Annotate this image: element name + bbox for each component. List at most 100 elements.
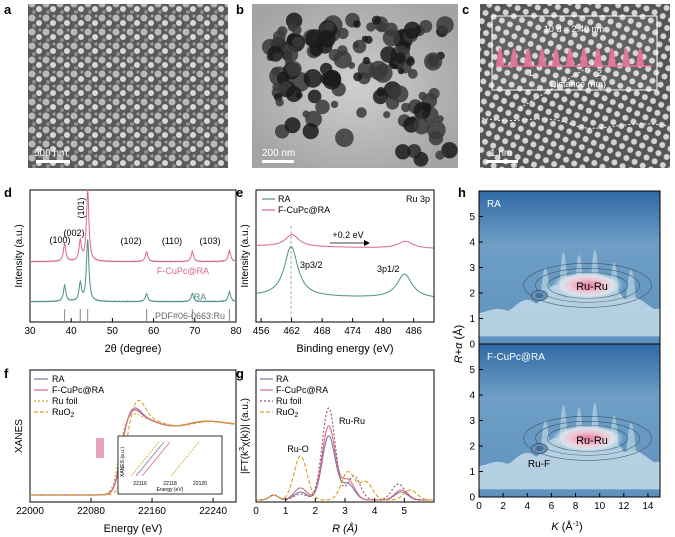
inset-tick-3: 22120 [193, 481, 207, 487]
y-axis-label: Intensity (a.u.) [240, 224, 251, 287]
tem-particle [397, 67, 405, 75]
tem-particle [330, 100, 339, 109]
tem-particle [275, 98, 284, 107]
sem-image [28, 4, 228, 168]
tem-particle [428, 130, 444, 146]
tem-particle [318, 30, 336, 48]
inset-line [135, 441, 165, 477]
tem-particle [352, 39, 367, 54]
d-x-tick-label: 30 [24, 326, 36, 337]
map-label-f-cupc: F-CuPc@RA [487, 352, 545, 363]
tem-particle [337, 27, 349, 40]
tem-particle [368, 60, 389, 81]
tem-particle [395, 144, 411, 160]
map-hotspot [551, 424, 624, 453]
legend-f-cupc: F-CuPc@RA [276, 385, 328, 395]
e-x-tick-label: 456 [253, 326, 270, 337]
element-label: Ru 3p [406, 194, 430, 204]
tem-particle [292, 36, 302, 47]
peak-label-ru-ru: Ru-Ru [339, 416, 365, 426]
feature-ru-ru-top: Ru-Ru [576, 281, 608, 293]
legend-ruo2: RuO2 [276, 407, 299, 419]
tem-particle [277, 26, 288, 37]
legend-f-cupc: F-CuPc@RA [52, 385, 104, 395]
inset-tick-2: 2 [597, 68, 602, 78]
inset-line [170, 441, 200, 477]
legend-ruo2: RuO2 [52, 407, 75, 419]
e-x-tick-label: 468 [314, 326, 331, 337]
inset-ylabel: XANES (a.u.) [120, 447, 126, 477]
h-x-tick-label: 4 [524, 501, 530, 512]
inset-frame [117, 435, 223, 495]
panel-label-e: e [236, 185, 243, 200]
wavelet-map [479, 344, 660, 497]
inset-tick-1: 22116 [133, 481, 147, 487]
tem-particle [403, 21, 421, 39]
f-x-tick-label: 22000 [16, 506, 44, 517]
tem-particle [271, 67, 281, 76]
x-axis-label: Energy (eV) [104, 523, 163, 535]
x-axis-label: Binding energy (eV) [296, 343, 393, 355]
h-x-tick-label: 0 [476, 501, 482, 512]
peak-label-ru-o: Ru-O [287, 444, 309, 454]
legend-ra: RA [194, 292, 207, 302]
series-line [256, 455, 434, 501]
inset-xlabel: Distance (nm) [550, 79, 606, 89]
scale-bar-label: 500 nm [34, 148, 67, 159]
plot-frame [255, 189, 435, 323]
tem-particle [302, 123, 319, 140]
contour-line [535, 421, 640, 456]
legend-pdf: PDF#06-0663:Ru [155, 311, 225, 321]
scale-bar [486, 160, 518, 163]
series-line [30, 399, 237, 496]
tem-particle [441, 142, 458, 159]
profile-peak [524, 48, 532, 66]
legend-f-cupc: F-CuPc@RA [278, 205, 330, 215]
tem-particle [407, 68, 418, 79]
inset-line [130, 441, 160, 477]
h-y-tick-label: 4 [469, 391, 475, 402]
tem-particle [413, 151, 429, 167]
tem-particle [419, 19, 433, 33]
peak-label-3p32: 3p3/2 [300, 260, 323, 270]
tem-particle [353, 20, 361, 28]
measure-line [519, 59, 601, 109]
tem-particle [372, 89, 388, 105]
series-line [29, 189, 237, 263]
shift-arrowhead [364, 240, 370, 246]
tem-particle [418, 91, 427, 101]
series-line [255, 245, 434, 297]
tem-particle [285, 86, 302, 103]
tem-particles [261, 12, 458, 167]
contour-line [523, 263, 652, 308]
hkl-101: (101) [76, 197, 86, 218]
d-x-tick-label: 50 [107, 326, 119, 337]
legend-ra: RA [52, 374, 65, 384]
map-ridge [540, 420, 551, 452]
e-x-tick-label: 462 [283, 326, 300, 337]
panel-label-b: b [236, 2, 244, 17]
tem-particle [302, 110, 310, 118]
h-y-tick-label: 0 [469, 493, 475, 504]
shift-label: +0.2 eV [332, 230, 363, 240]
profile-peak [622, 48, 630, 66]
profile-peak [510, 48, 518, 66]
boundary-dotted-line [481, 117, 669, 129]
legend-ru-foil: Ru foil [276, 396, 302, 406]
panel-e: RA F-CuPc@RA Ru 3p +0.2 eV 3p3/2 3p1/2 B… [240, 189, 435, 355]
panel-label-a: a [4, 2, 12, 17]
scale-bar-label: 200 nm [262, 148, 295, 159]
hrtem-image [480, 4, 670, 168]
tem-particle [361, 35, 369, 43]
d-x-tick-label: 80 [230, 326, 242, 337]
tem-particle [366, 22, 376, 32]
hkl-102: (102) [120, 236, 141, 246]
h-y-tick-label: 3 [469, 416, 475, 427]
tem-particle [401, 102, 411, 113]
plot-frame [29, 369, 237, 503]
scale-bar [262, 160, 294, 163]
profile-peak [608, 48, 616, 66]
y-axis-label: |FT(k3χ(k))| (a.u.) [239, 398, 251, 474]
tem-particle [323, 21, 335, 33]
h-y-tick-label: 2 [469, 289, 475, 300]
